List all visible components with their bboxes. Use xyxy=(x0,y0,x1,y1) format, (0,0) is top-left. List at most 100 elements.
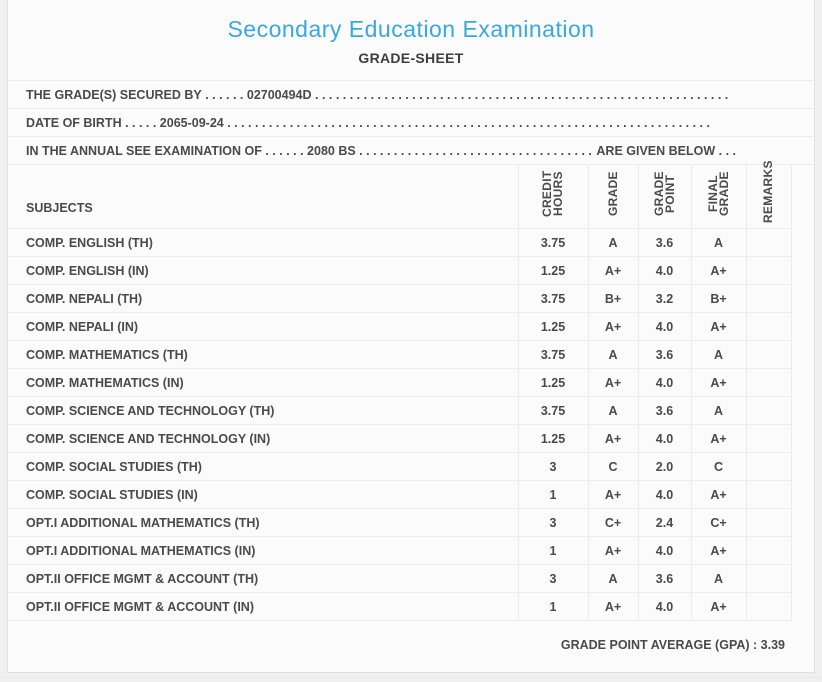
credit-hours-cell: 3 xyxy=(517,452,588,481)
gpa-summary: GRADE POINT AVERAGE (GPA) : 3.39 xyxy=(8,621,814,669)
credit-hours-cell: 3.75 xyxy=(517,340,588,369)
subject-cell: COMP. NEPALI (IN) xyxy=(8,312,518,341)
credit-hours-cell: 3 xyxy=(517,564,588,593)
subject-cell: COMP. ENGLISH (IN) xyxy=(8,256,518,285)
table-row: COMP. MATHEMATICS (IN) 1.25 A+ 4.0 A+ xyxy=(8,368,792,397)
subject-cell: COMP. SCIENCE AND TECHNOLOGY (IN) xyxy=(8,424,518,453)
subject-cell: COMP. MATHEMATICS (TH) xyxy=(8,340,518,369)
table-row: COMP. NEPALI (IN) 1.25 A+ 4.0 A+ xyxy=(8,312,792,341)
grade-cell: A xyxy=(587,564,638,593)
page-title: Secondary Education Examination xyxy=(227,16,595,42)
credit-hours-cell: 3.75 xyxy=(517,396,588,425)
remarks-cell xyxy=(745,312,792,341)
final-grade-cell: A xyxy=(690,340,746,369)
grade-cell: A+ xyxy=(587,256,638,285)
grade-point-cell: 2.4 xyxy=(637,508,691,537)
symbol-number-value: 02700494D xyxy=(246,87,312,102)
final-grade-cell: A+ xyxy=(690,368,746,397)
dot-leader: . . . . . . xyxy=(201,87,247,102)
column-header-grade-point: GRADE POINT xyxy=(637,165,691,229)
grade-cell: C+ xyxy=(587,508,638,537)
credit-hours-cell: 1 xyxy=(517,536,588,565)
remarks-cell xyxy=(745,452,792,481)
grade-point-cell: 4.0 xyxy=(637,368,691,397)
remarks-cell xyxy=(745,592,792,621)
credit-hours-cell: 3 xyxy=(517,508,588,537)
grade-point-cell: 3.6 xyxy=(637,396,691,425)
final-grade-cell: A+ xyxy=(690,592,746,621)
table-row: OPT.II OFFICE MGMT & ACCOUNT (IN) 1 A+ 4.0 A… xyxy=(8,592,792,621)
table-row: OPT.I ADDITIONAL MATHEMATICS (TH) 3 C+ 2.4 C… xyxy=(8,508,792,537)
grade-point-cell: 4.0 xyxy=(637,256,691,285)
table-row: COMP. SCIENCE AND TECHNOLOGY (TH) 3.75 A 3.… xyxy=(8,396,792,425)
grade-point-cell: 2.0 xyxy=(637,452,691,481)
column-header-grade: GRADE xyxy=(587,165,638,229)
grade-cell: A+ xyxy=(587,312,638,341)
dot-leader: . . . . . xyxy=(121,115,160,130)
remarks-cell xyxy=(745,508,792,537)
grade-cell: A+ xyxy=(587,368,638,397)
remarks-cell xyxy=(745,368,792,397)
grade-point-cell: 4.0 xyxy=(637,592,691,621)
final-grade-cell: A xyxy=(690,564,746,593)
remarks-cell xyxy=(745,480,792,509)
subject-cell: COMP. SOCIAL STUDIES (TH) xyxy=(8,452,518,481)
grade-cell: A xyxy=(587,340,638,369)
final-grade-cell: A+ xyxy=(690,424,746,453)
gpa-separator: : xyxy=(749,638,761,652)
table-row: OPT.I ADDITIONAL MATHEMATICS (IN) 1 A+ 4.0 A… xyxy=(8,536,792,565)
birth-date-value: 2065-09-24 xyxy=(159,115,224,130)
credit-hours-cell: 1.25 xyxy=(517,312,588,341)
grade-cell: A+ xyxy=(587,424,638,453)
grade-point-cell: 4.0 xyxy=(637,536,691,565)
grade-point-cell: 3.6 xyxy=(637,228,691,257)
dot-leader: . . . . . . xyxy=(261,143,308,158)
column-header-credit-hours: CREDIT HOURS xyxy=(517,165,588,229)
grade-cell: B+ xyxy=(587,284,638,313)
table-row: COMP. SCIENCE AND TECHNOLOGY (IN) 1.25 A+ 4… xyxy=(8,424,792,453)
subject-cell: OPT.I ADDITIONAL MATHEMATICS (TH) xyxy=(8,508,518,537)
remarks-cell xyxy=(745,284,792,313)
remarks-cell xyxy=(745,340,792,369)
grade-point-cell: 3.6 xyxy=(637,340,691,369)
info-row-date-of-birth: DATE OF BIRTH . . . . . 2065-09-24 . . .… xyxy=(8,109,814,137)
final-grade-cell: C+ xyxy=(690,508,746,537)
credit-hours-cell: 3.75 xyxy=(517,284,588,313)
credit-hours-cell: 1.25 xyxy=(517,368,588,397)
credit-hours-cell: 3.75 xyxy=(517,228,588,257)
final-grade-cell: A+ xyxy=(690,536,746,565)
final-grade-cell: A xyxy=(690,228,746,257)
info-suffix: ARE GIVEN BELOW . . . xyxy=(593,143,736,158)
table-row: COMP. SOCIAL STUDIES (IN) 1 A+ 4.0 A+ xyxy=(8,480,792,509)
grade-cell: C xyxy=(587,452,638,481)
column-header-subjects: SUBJECTS xyxy=(8,165,518,229)
grade-sheet-card: Secondary Education Examination GRADE-SH… xyxy=(7,0,815,673)
grade-table-body: COMP. ENGLISH (TH) 3.75 A 3.6 A COMP. ENGLISH… xyxy=(8,228,792,621)
remarks-cell xyxy=(745,564,792,593)
final-grade-cell: A+ xyxy=(690,480,746,509)
subject-cell: COMP. MATHEMATICS (IN) xyxy=(8,368,518,397)
subject-cell: COMP. SCIENCE AND TECHNOLOGY (TH) xyxy=(8,396,518,425)
grade-point-cell: 3.6 xyxy=(637,564,691,593)
grade-table: SUBJECTS CREDIT HOURS GRADE GRADE POINT … xyxy=(8,160,792,621)
remarks-cell xyxy=(745,256,792,285)
subject-cell: OPT.II OFFICE MGMT & ACCOUNT (TH) xyxy=(8,564,518,593)
grade-cell: A xyxy=(587,396,638,425)
column-header-final-grade: FINAL GRADE xyxy=(690,165,746,229)
subject-cell: COMP. SOCIAL STUDIES (IN) xyxy=(8,480,518,509)
table-row: COMP. ENGLISH (TH) 3.75 A 3.6 A xyxy=(8,228,792,257)
remarks-cell xyxy=(745,424,792,453)
exam-year-value: 2080 BS xyxy=(307,143,356,158)
info-label: THE GRADE(S) SECURED BY xyxy=(26,87,202,102)
sheet-subtitle: GRADE-SHEET xyxy=(358,50,464,66)
grade-point-cell: 3.2 xyxy=(637,284,691,313)
subject-cell: COMP. NEPALI (TH) xyxy=(8,284,518,313)
gpa-label: GRADE POINT AVERAGE (GPA) xyxy=(560,638,750,652)
grade-cell: A+ xyxy=(587,480,638,509)
info-label: DATE OF BIRTH xyxy=(26,115,122,130)
grade-cell: A+ xyxy=(587,536,638,565)
info-row-grades-secured-by: THE GRADE(S) SECURED BY . . . . . . 0270… xyxy=(8,81,814,109)
dot-leader: . . . . . . . . . . . . . . . . . . . . … xyxy=(227,115,714,130)
remarks-cell xyxy=(745,228,792,257)
final-grade-cell: C xyxy=(690,452,746,481)
